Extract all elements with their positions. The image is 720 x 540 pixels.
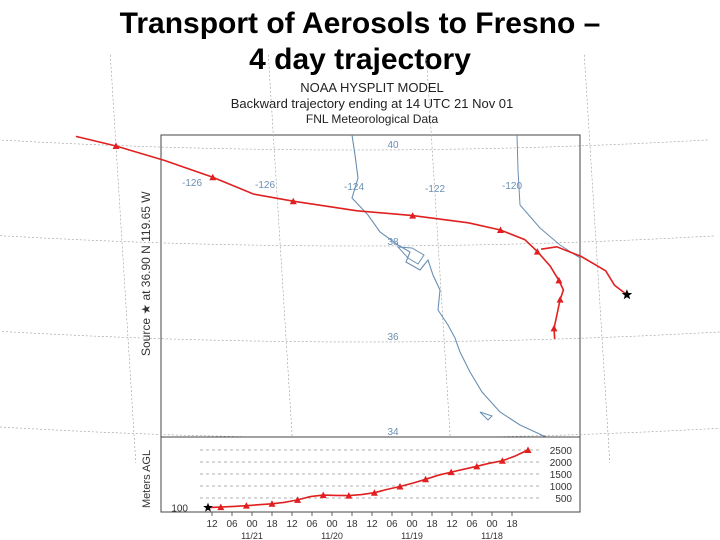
lat-label: 36 (387, 332, 399, 343)
start-height-label: 100 (171, 504, 188, 515)
lon-label: -126 (182, 178, 202, 189)
trajectory-marker (289, 197, 297, 205)
chart-header-data: FNL Meteorological Data (305, 112, 439, 126)
lon-label: -122 (425, 184, 445, 195)
parallel-line (0, 426, 720, 439)
lat-label: 38 (387, 237, 399, 248)
lon-label: -126 (255, 180, 275, 191)
vertical-frame (160, 436, 581, 513)
height-marker (396, 482, 404, 490)
meridian-line (584, 54, 611, 463)
trajectory-hook-line (540, 245, 628, 296)
trajectory-marker (409, 212, 417, 219)
parallel-line (0, 139, 709, 151)
lat-label: 40 (387, 140, 399, 151)
vertical-y-tick-label: 500 (555, 494, 572, 505)
trajectory-marker (556, 296, 564, 303)
x-tick-label: 18 (266, 519, 278, 530)
x-tick-label: 00 (486, 519, 498, 530)
x-tick-label: 12 (446, 519, 458, 530)
height-marker (524, 446, 532, 453)
trajectory-marker (112, 142, 120, 149)
title-line-2: 4 day trajectory (249, 43, 471, 76)
trajectory-marker (496, 226, 504, 233)
date-label: 11/20 (321, 531, 343, 540)
height-marker (294, 496, 302, 503)
date-label: 11/18 (481, 531, 503, 540)
trajectory-marker (550, 324, 558, 332)
x-tick-label: 06 (386, 519, 398, 530)
meridian-line (426, 54, 453, 463)
x-tick-label: 18 (426, 519, 438, 530)
source-location-label: Source ★ at 36.90 N 119.65 W (139, 191, 153, 356)
state-border (516, 134, 581, 259)
chart-header-trajectory: Backward trajectory ending at 14 UTC 21 … (230, 96, 514, 111)
vertical-y-axis-label: Meters AGL (141, 450, 153, 508)
x-tick-label: 12 (366, 519, 378, 530)
vertical-y-tick-label: 2000 (550, 458, 573, 469)
lon-label: -124 (344, 182, 364, 193)
parallel-line (0, 331, 720, 343)
x-tick-label: 06 (306, 519, 318, 530)
height-marker (473, 462, 481, 470)
height-marker (242, 502, 250, 509)
height-marker (268, 500, 276, 507)
meridian-line (268, 54, 295, 463)
parallel-line (0, 235, 715, 247)
title-line-1: Transport of Aerosols to Fresno – (119, 7, 601, 40)
height-marker (345, 492, 353, 499)
x-tick-label: 06 (466, 519, 478, 530)
height-marker (370, 489, 378, 496)
x-tick-label: 12 (286, 519, 298, 530)
height-marker (217, 503, 225, 511)
x-tick-label: 00 (406, 519, 418, 530)
slide-title: Transport of Aerosols to Fresno – 4 day … (0, 6, 720, 78)
island-outline (479, 411, 493, 421)
x-tick-label: 00 (326, 519, 338, 530)
date-label: 11/21 (241, 531, 263, 540)
source-star-icon (621, 289, 633, 300)
x-tick-label: 18 (506, 519, 518, 530)
vertical-y-tick-label: 2500 (550, 446, 573, 457)
height-marker (498, 457, 506, 464)
trajectory-marker (555, 276, 563, 284)
height-marker (319, 491, 327, 499)
height-marker (422, 475, 430, 483)
coastline (351, 134, 547, 438)
vertical-y-tick-label: 1000 (550, 482, 573, 493)
trajectory-marker (533, 248, 541, 255)
lat-label: 34 (387, 427, 399, 438)
x-tick-label: 06 (226, 519, 238, 530)
lon-label: -120 (502, 181, 522, 192)
bay-outline (396, 246, 425, 265)
trajectory-marker (209, 173, 217, 181)
chart-header-model: NOAA HYSPLIT MODEL (300, 80, 444, 95)
start-star-icon (203, 502, 213, 512)
meridian-line (110, 54, 137, 463)
date-label: 11/19 (401, 531, 423, 540)
vertical-y-tick-label: 1500 (550, 470, 573, 481)
x-tick-label: 18 (346, 519, 358, 530)
x-tick-label: 00 (246, 519, 258, 530)
height-marker (447, 468, 455, 476)
x-tick-label: 12 (206, 519, 218, 530)
